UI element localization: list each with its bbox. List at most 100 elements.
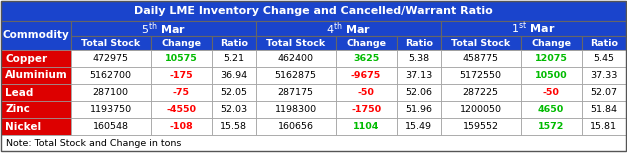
- Text: 160656: 160656: [278, 122, 314, 131]
- Text: Lead: Lead: [5, 88, 33, 98]
- Text: 1200050: 1200050: [460, 105, 502, 114]
- Bar: [397, 50, 441, 67]
- Bar: [211, 36, 256, 50]
- Bar: [71, 21, 256, 36]
- Bar: [335, 118, 397, 135]
- Text: 1193750: 1193750: [90, 105, 132, 114]
- Text: 287175: 287175: [278, 88, 314, 97]
- Bar: [71, 118, 150, 135]
- Text: -1750: -1750: [351, 105, 381, 114]
- Text: 1198300: 1198300: [275, 105, 317, 114]
- Text: 1104: 1104: [353, 122, 379, 131]
- Text: 5162700: 5162700: [90, 71, 132, 80]
- Text: Ratio: Ratio: [590, 39, 618, 48]
- Bar: [441, 101, 520, 118]
- Text: 36.94: 36.94: [220, 71, 248, 80]
- Bar: [441, 84, 520, 101]
- Text: 15.81: 15.81: [590, 122, 618, 131]
- Bar: [71, 84, 150, 101]
- Bar: [397, 118, 441, 135]
- Text: 5162875: 5162875: [275, 71, 317, 80]
- Text: $1^{\rm st}$ Mar: $1^{\rm st}$ Mar: [511, 21, 556, 36]
- Bar: [441, 21, 626, 36]
- Bar: [256, 101, 335, 118]
- Bar: [397, 101, 441, 118]
- Text: Change: Change: [531, 39, 571, 48]
- Text: Ratio: Ratio: [220, 39, 248, 48]
- Bar: [211, 84, 256, 101]
- Text: Aluminium: Aluminium: [5, 71, 68, 81]
- Bar: [256, 84, 335, 101]
- Text: Total Stock: Total Stock: [81, 39, 140, 48]
- Bar: [1, 21, 71, 50]
- Text: -75: -75: [172, 88, 189, 97]
- Text: 5.38: 5.38: [408, 54, 429, 63]
- Bar: [150, 67, 211, 84]
- Text: 51.96: 51.96: [405, 105, 432, 114]
- Text: Copper: Copper: [5, 53, 47, 63]
- Bar: [1, 67, 71, 84]
- Bar: [520, 101, 582, 118]
- Bar: [582, 36, 626, 50]
- Text: Nickel: Nickel: [5, 122, 41, 132]
- Text: 160548: 160548: [93, 122, 129, 131]
- Text: 52.07: 52.07: [590, 88, 618, 97]
- Text: 4650: 4650: [538, 105, 564, 114]
- Bar: [582, 118, 626, 135]
- Text: Change: Change: [161, 39, 201, 48]
- Bar: [256, 36, 335, 50]
- Text: 52.06: 52.06: [405, 88, 432, 97]
- Bar: [211, 67, 256, 84]
- Bar: [520, 36, 582, 50]
- Bar: [256, 50, 335, 67]
- Bar: [335, 50, 397, 67]
- Text: 159552: 159552: [463, 122, 498, 131]
- Text: 37.33: 37.33: [590, 71, 618, 80]
- Bar: [1, 84, 71, 101]
- Bar: [397, 84, 441, 101]
- Bar: [582, 101, 626, 118]
- Text: 12075: 12075: [535, 54, 567, 63]
- Bar: [150, 101, 211, 118]
- Text: 5.21: 5.21: [223, 54, 245, 63]
- Text: -9675: -9675: [351, 71, 381, 80]
- Bar: [1, 50, 71, 67]
- Bar: [397, 67, 441, 84]
- Bar: [520, 50, 582, 67]
- Bar: [256, 67, 335, 84]
- Text: -50: -50: [542, 88, 559, 97]
- Text: 51.84: 51.84: [590, 105, 618, 114]
- Text: 52.03: 52.03: [220, 105, 248, 114]
- Bar: [397, 36, 441, 50]
- Text: Total Stock: Total Stock: [451, 39, 510, 48]
- Bar: [582, 67, 626, 84]
- Bar: [150, 118, 211, 135]
- Text: 15.49: 15.49: [405, 122, 432, 131]
- Text: Note: Total Stock and Change in tons: Note: Total Stock and Change in tons: [6, 139, 181, 147]
- Text: Ratio: Ratio: [405, 39, 433, 48]
- Text: Change: Change: [346, 39, 386, 48]
- Bar: [150, 36, 211, 50]
- Text: 3625: 3625: [353, 54, 379, 63]
- Bar: [71, 50, 150, 67]
- Text: 15.58: 15.58: [220, 122, 247, 131]
- Bar: [150, 50, 211, 67]
- Text: -4550: -4550: [166, 105, 196, 114]
- Text: -108: -108: [169, 122, 193, 131]
- Bar: [1, 1, 626, 21]
- Bar: [211, 50, 256, 67]
- Bar: [256, 21, 441, 36]
- Text: Zinc: Zinc: [5, 104, 30, 114]
- Text: 37.13: 37.13: [405, 71, 433, 80]
- Bar: [520, 118, 582, 135]
- Bar: [1, 118, 71, 135]
- Text: 287100: 287100: [93, 88, 129, 97]
- Text: 10575: 10575: [165, 54, 198, 63]
- Text: 472975: 472975: [93, 54, 129, 63]
- Bar: [441, 50, 520, 67]
- Text: -50: -50: [357, 88, 374, 97]
- Text: Commodity: Commodity: [3, 31, 70, 41]
- Bar: [256, 118, 335, 135]
- Bar: [71, 101, 150, 118]
- Text: 458775: 458775: [463, 54, 498, 63]
